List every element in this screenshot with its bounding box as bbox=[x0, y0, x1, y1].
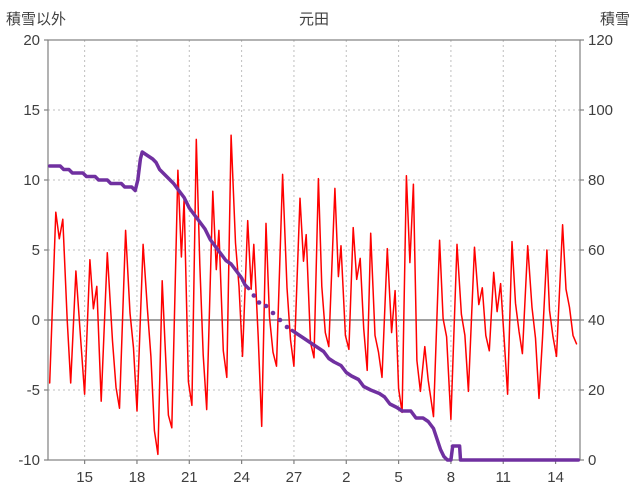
right-axis-tick-label: 20 bbox=[588, 382, 605, 399]
x-axis-tick-label: 27 bbox=[286, 469, 303, 486]
x-axis-tick-label: 8 bbox=[447, 469, 455, 486]
snow-depth-line bbox=[47, 150, 251, 291]
chart-title: 元田 bbox=[299, 11, 329, 28]
x-axis-tick-label: 24 bbox=[233, 469, 250, 486]
x-axis-tick-label: 18 bbox=[129, 469, 146, 486]
right-axis-tick-label: 120 bbox=[588, 32, 613, 49]
left-axis-tick-label: 5 bbox=[32, 242, 40, 259]
x-axis-tick-label: 5 bbox=[394, 469, 402, 486]
left-axis-tick-label: 0 bbox=[32, 312, 40, 329]
plot-area: 20 15 10 5 0 -5 -10 120 100 80 60 40 20 0 15 18 21 24 27 2 5… bbox=[18, 32, 613, 486]
left-axis-tick-label: -5 bbox=[27, 382, 40, 399]
right-axis-tick-label: 60 bbox=[588, 242, 605, 259]
right-axis-tick-label: 80 bbox=[588, 172, 605, 189]
temperature-line bbox=[48, 134, 578, 456]
left-axis-tick-label: 20 bbox=[23, 32, 40, 49]
right-axis-tick-label: 40 bbox=[588, 312, 605, 329]
x-axis-tick-label: 11 bbox=[495, 469, 511, 486]
x-axis-tick-label: 21 bbox=[181, 469, 198, 486]
left-axis-tick-label: -10 bbox=[18, 452, 40, 469]
snow-depth-sparse-marker bbox=[251, 293, 257, 298]
x-axis-tick-label: 15 bbox=[76, 469, 93, 486]
snow-depth-sparse-marker bbox=[277, 317, 283, 323]
x-axis-tick-label: 2 bbox=[342, 469, 350, 486]
snow-depth-tail-line bbox=[290, 328, 581, 462]
left-axis-tick-label: 10 bbox=[23, 172, 40, 189]
right-axis-tick-label: 0 bbox=[588, 452, 596, 469]
snow-depth-sparse-marker bbox=[284, 324, 290, 330]
snow-depth-sparse-marker bbox=[256, 300, 262, 305]
left-axis-tick-label: 15 bbox=[23, 102, 40, 119]
right-axis-title: 積雪 bbox=[600, 11, 630, 28]
snow-depth-sparse-marker bbox=[263, 303, 269, 309]
right-axis-tick-label: 100 bbox=[588, 102, 613, 119]
left-axis-title: 積雪以外 bbox=[6, 11, 66, 28]
x-axis-tick-label: 14 bbox=[547, 469, 564, 486]
snow-depth-sparse-marker bbox=[270, 310, 276, 316]
